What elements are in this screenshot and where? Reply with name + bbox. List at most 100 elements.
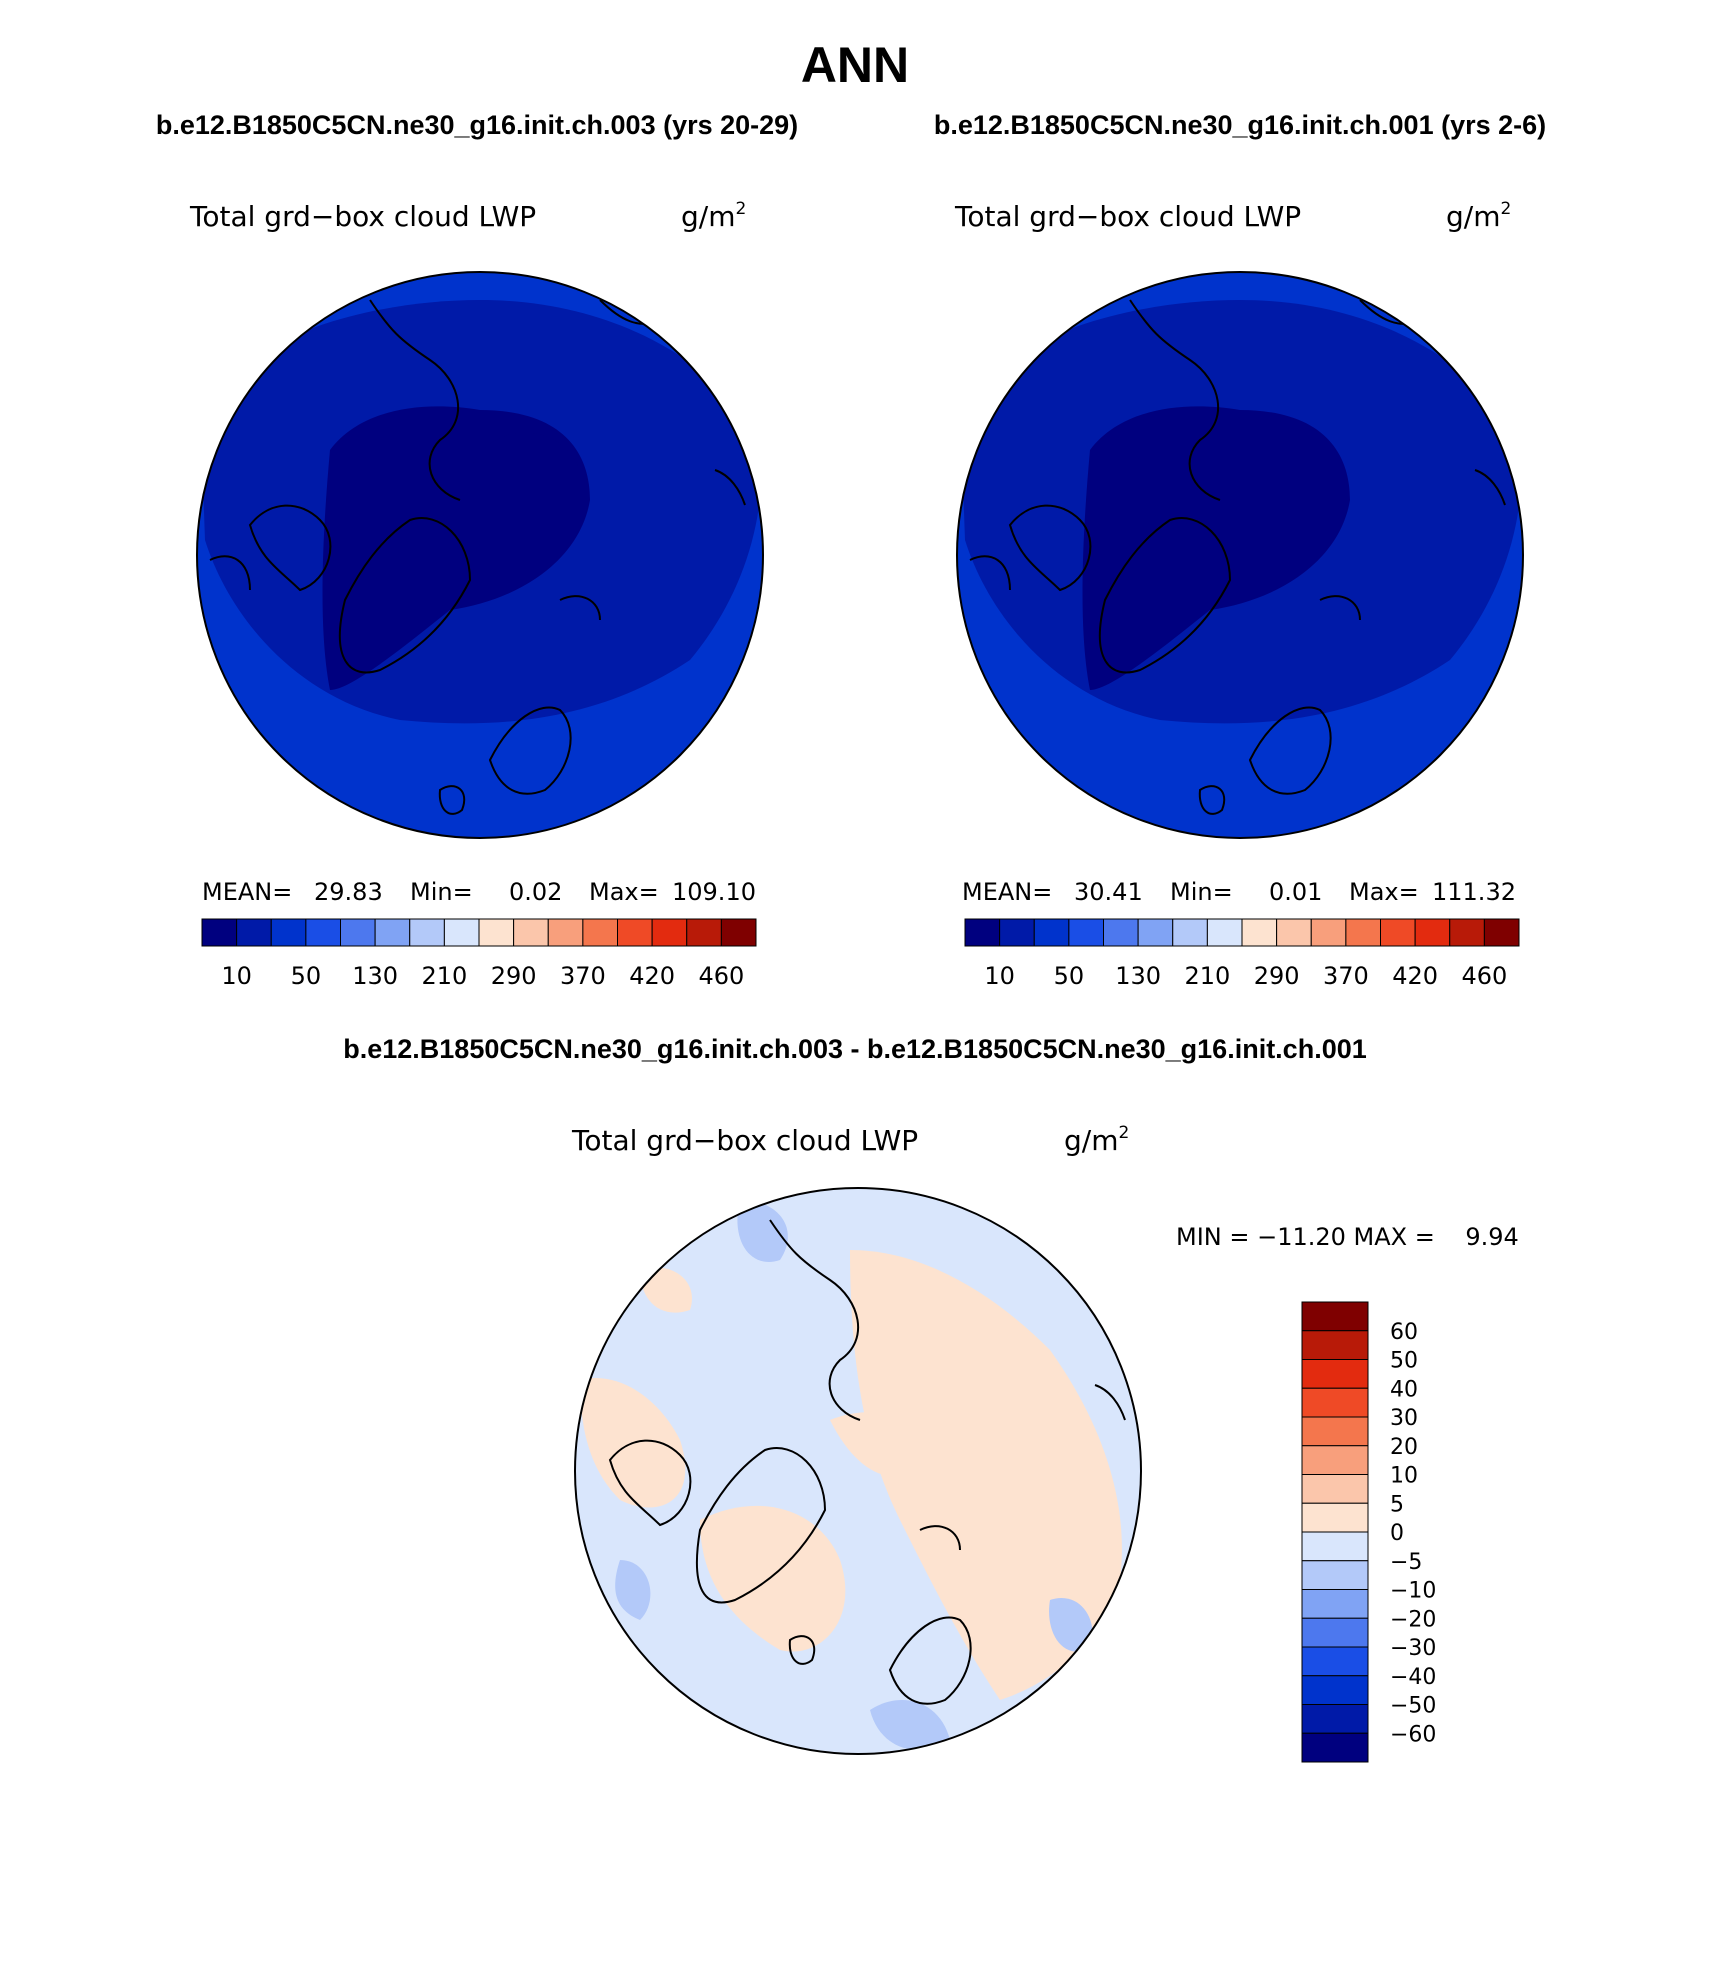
subtitle-left: b.e12.B1850C5CN.ne30_g16.init.ch.003 (yr… xyxy=(156,110,798,140)
colorbar-swatch xyxy=(1033,918,1070,947)
panel-diff: Total grd−box cloud LWP g/m2 xyxy=(571,1123,1519,1763)
colorbar-tick-label: 50 xyxy=(291,962,322,990)
colorbar-tick-label: 420 xyxy=(629,962,675,990)
colorbar-swatch xyxy=(513,918,549,947)
colorbar-tick-label: −60 xyxy=(1390,1722,1436,1747)
colorbar-swatch xyxy=(1483,918,1520,947)
colorbar-swatch xyxy=(1068,918,1104,947)
colorbar-swatch xyxy=(651,918,688,947)
colorbar-tick-label: −50 xyxy=(1390,1694,1436,1719)
colorbar-swatch xyxy=(964,918,1001,947)
colorbar-swatch xyxy=(686,918,722,947)
colorbar-tick-label: 20 xyxy=(1390,1435,1418,1460)
colorbar-tick-label: −5 xyxy=(1390,1550,1422,1575)
colorbar-swatch xyxy=(443,918,480,947)
panel-left-units: g/m2 xyxy=(681,199,746,233)
colorbar-swatch xyxy=(1380,918,1416,947)
page-title: ANN xyxy=(801,37,909,93)
mean-label: MEAN= xyxy=(962,878,1052,906)
panel-right-units: g/m2 xyxy=(1446,199,1511,233)
colorbar-swatch xyxy=(617,918,653,947)
colorbar-tick-label: 370 xyxy=(560,962,606,990)
colorbar-tick-label: 30 xyxy=(1390,1406,1418,1431)
colorbar-left: 10 50 130 210 290 370 420 460 xyxy=(201,918,757,990)
mean-value: 29.83 xyxy=(314,878,383,906)
mean-value: 30.41 xyxy=(1074,878,1143,906)
colorbar-swatch xyxy=(1301,1502,1369,1533)
diff-min-max: MIN = −11.20 MAX = 9.94 xyxy=(1176,1223,1519,1251)
min-value: 0.02 xyxy=(509,878,562,906)
map-border xyxy=(196,271,764,839)
colorbar-swatch xyxy=(1137,918,1174,947)
colorbar-swatch xyxy=(270,918,307,947)
colorbar-tick-label: 130 xyxy=(352,962,398,990)
colorbar-swatch xyxy=(1301,1560,1369,1590)
colorbar-tick-label: 60 xyxy=(1390,1320,1418,1345)
colorbar-right: 10 50 130 210 290 370 420 460 xyxy=(964,918,1520,990)
colorbar-tick-label: 0 xyxy=(1390,1521,1404,1546)
colorbar-swatch xyxy=(1301,1732,1369,1763)
colorbar-tick-label: 10 xyxy=(1390,1464,1418,1489)
colorbar-swatch xyxy=(1449,918,1485,947)
panel-right-variable: Total grd−box cloud LWP xyxy=(954,200,1301,233)
map-border xyxy=(574,1187,1142,1755)
colorbar-swatch xyxy=(1345,918,1381,947)
colorbar-tick-label: 460 xyxy=(698,962,744,990)
colorbar-swatch xyxy=(1301,1445,1369,1475)
colorbar-swatch xyxy=(1301,1359,1369,1389)
max-label: Max= xyxy=(589,878,659,906)
colorbar-tick-label: 10 xyxy=(221,962,252,990)
colorbar-tick-label: 420 xyxy=(1392,962,1438,990)
colorbar-swatch xyxy=(236,918,272,947)
colorbar-tick-label: −30 xyxy=(1390,1636,1436,1661)
map-border xyxy=(956,271,1524,839)
colorbar-swatch xyxy=(1301,1387,1369,1418)
colorbar-swatch xyxy=(305,918,341,947)
panel-right-stats: MEAN= 30.41 Min= 0.01 Max= 111.32 xyxy=(962,878,1516,906)
max-label: Max= xyxy=(1349,878,1419,906)
colorbar-swatch xyxy=(478,918,515,947)
panel-left-variable: Total grd−box cloud LWP xyxy=(189,200,536,233)
colorbar-swatch xyxy=(1301,1617,1369,1648)
colorbar-tick-label: 290 xyxy=(1254,962,1300,990)
colorbar-tick-label: 10 xyxy=(984,962,1015,990)
panel-right-map xyxy=(957,272,1523,838)
subtitle-right: b.e12.B1850C5CN.ne30_g16.init.ch.001 (yr… xyxy=(934,110,1546,140)
panel-diff-map xyxy=(575,1188,1141,1754)
colorbar-swatch xyxy=(1301,1589,1369,1619)
colorbar-swatch xyxy=(547,918,584,947)
panel-left-map xyxy=(197,272,763,838)
mean-label: MEAN= xyxy=(202,878,292,906)
colorbar-swatch xyxy=(340,918,376,947)
colorbar-tick-label: 5 xyxy=(1390,1492,1404,1517)
colorbar-swatch xyxy=(1310,918,1347,947)
colorbar-tick-label: 460 xyxy=(1461,962,1507,990)
colorbar-swatch xyxy=(720,918,757,947)
colorbar-swatch xyxy=(1241,918,1278,947)
colorbar-tick-label: −10 xyxy=(1390,1579,1436,1604)
colorbar-tick-label: −20 xyxy=(1390,1607,1436,1632)
map-fill-pole xyxy=(322,406,590,690)
min-label: Min= xyxy=(1170,878,1233,906)
colorbar-tick-label: 40 xyxy=(1390,1377,1418,1402)
colorbar-swatch xyxy=(1301,1301,1369,1332)
colorbar-swatch xyxy=(1301,1675,1369,1705)
panel-right: Total grd−box cloud LWP g/m2 MEAN= 30.41 xyxy=(954,199,1524,990)
colorbar-swatch xyxy=(409,918,445,947)
colorbar-swatch xyxy=(1301,1646,1369,1677)
colorbar-swatch xyxy=(201,918,238,947)
panel-left-stats: MEAN= 29.83 Min= 0.02 Max= 109.10 xyxy=(202,878,756,906)
colorbar-swatch xyxy=(1276,918,1312,947)
colorbar-swatch xyxy=(1301,1416,1369,1447)
colorbar-tick-label: −40 xyxy=(1390,1665,1436,1690)
colorbar-swatch xyxy=(1103,918,1139,947)
colorbar-swatch xyxy=(374,918,411,947)
panel-left: Total grd−box cloud LWP g/m2 ME xyxy=(189,199,764,990)
colorbar-tick-label: 370 xyxy=(1323,962,1369,990)
colorbar-swatch xyxy=(1301,1474,1369,1504)
max-value: 111.32 xyxy=(1432,878,1516,906)
min-label: Min= xyxy=(410,878,473,906)
map-fill-pole xyxy=(1082,406,1350,690)
